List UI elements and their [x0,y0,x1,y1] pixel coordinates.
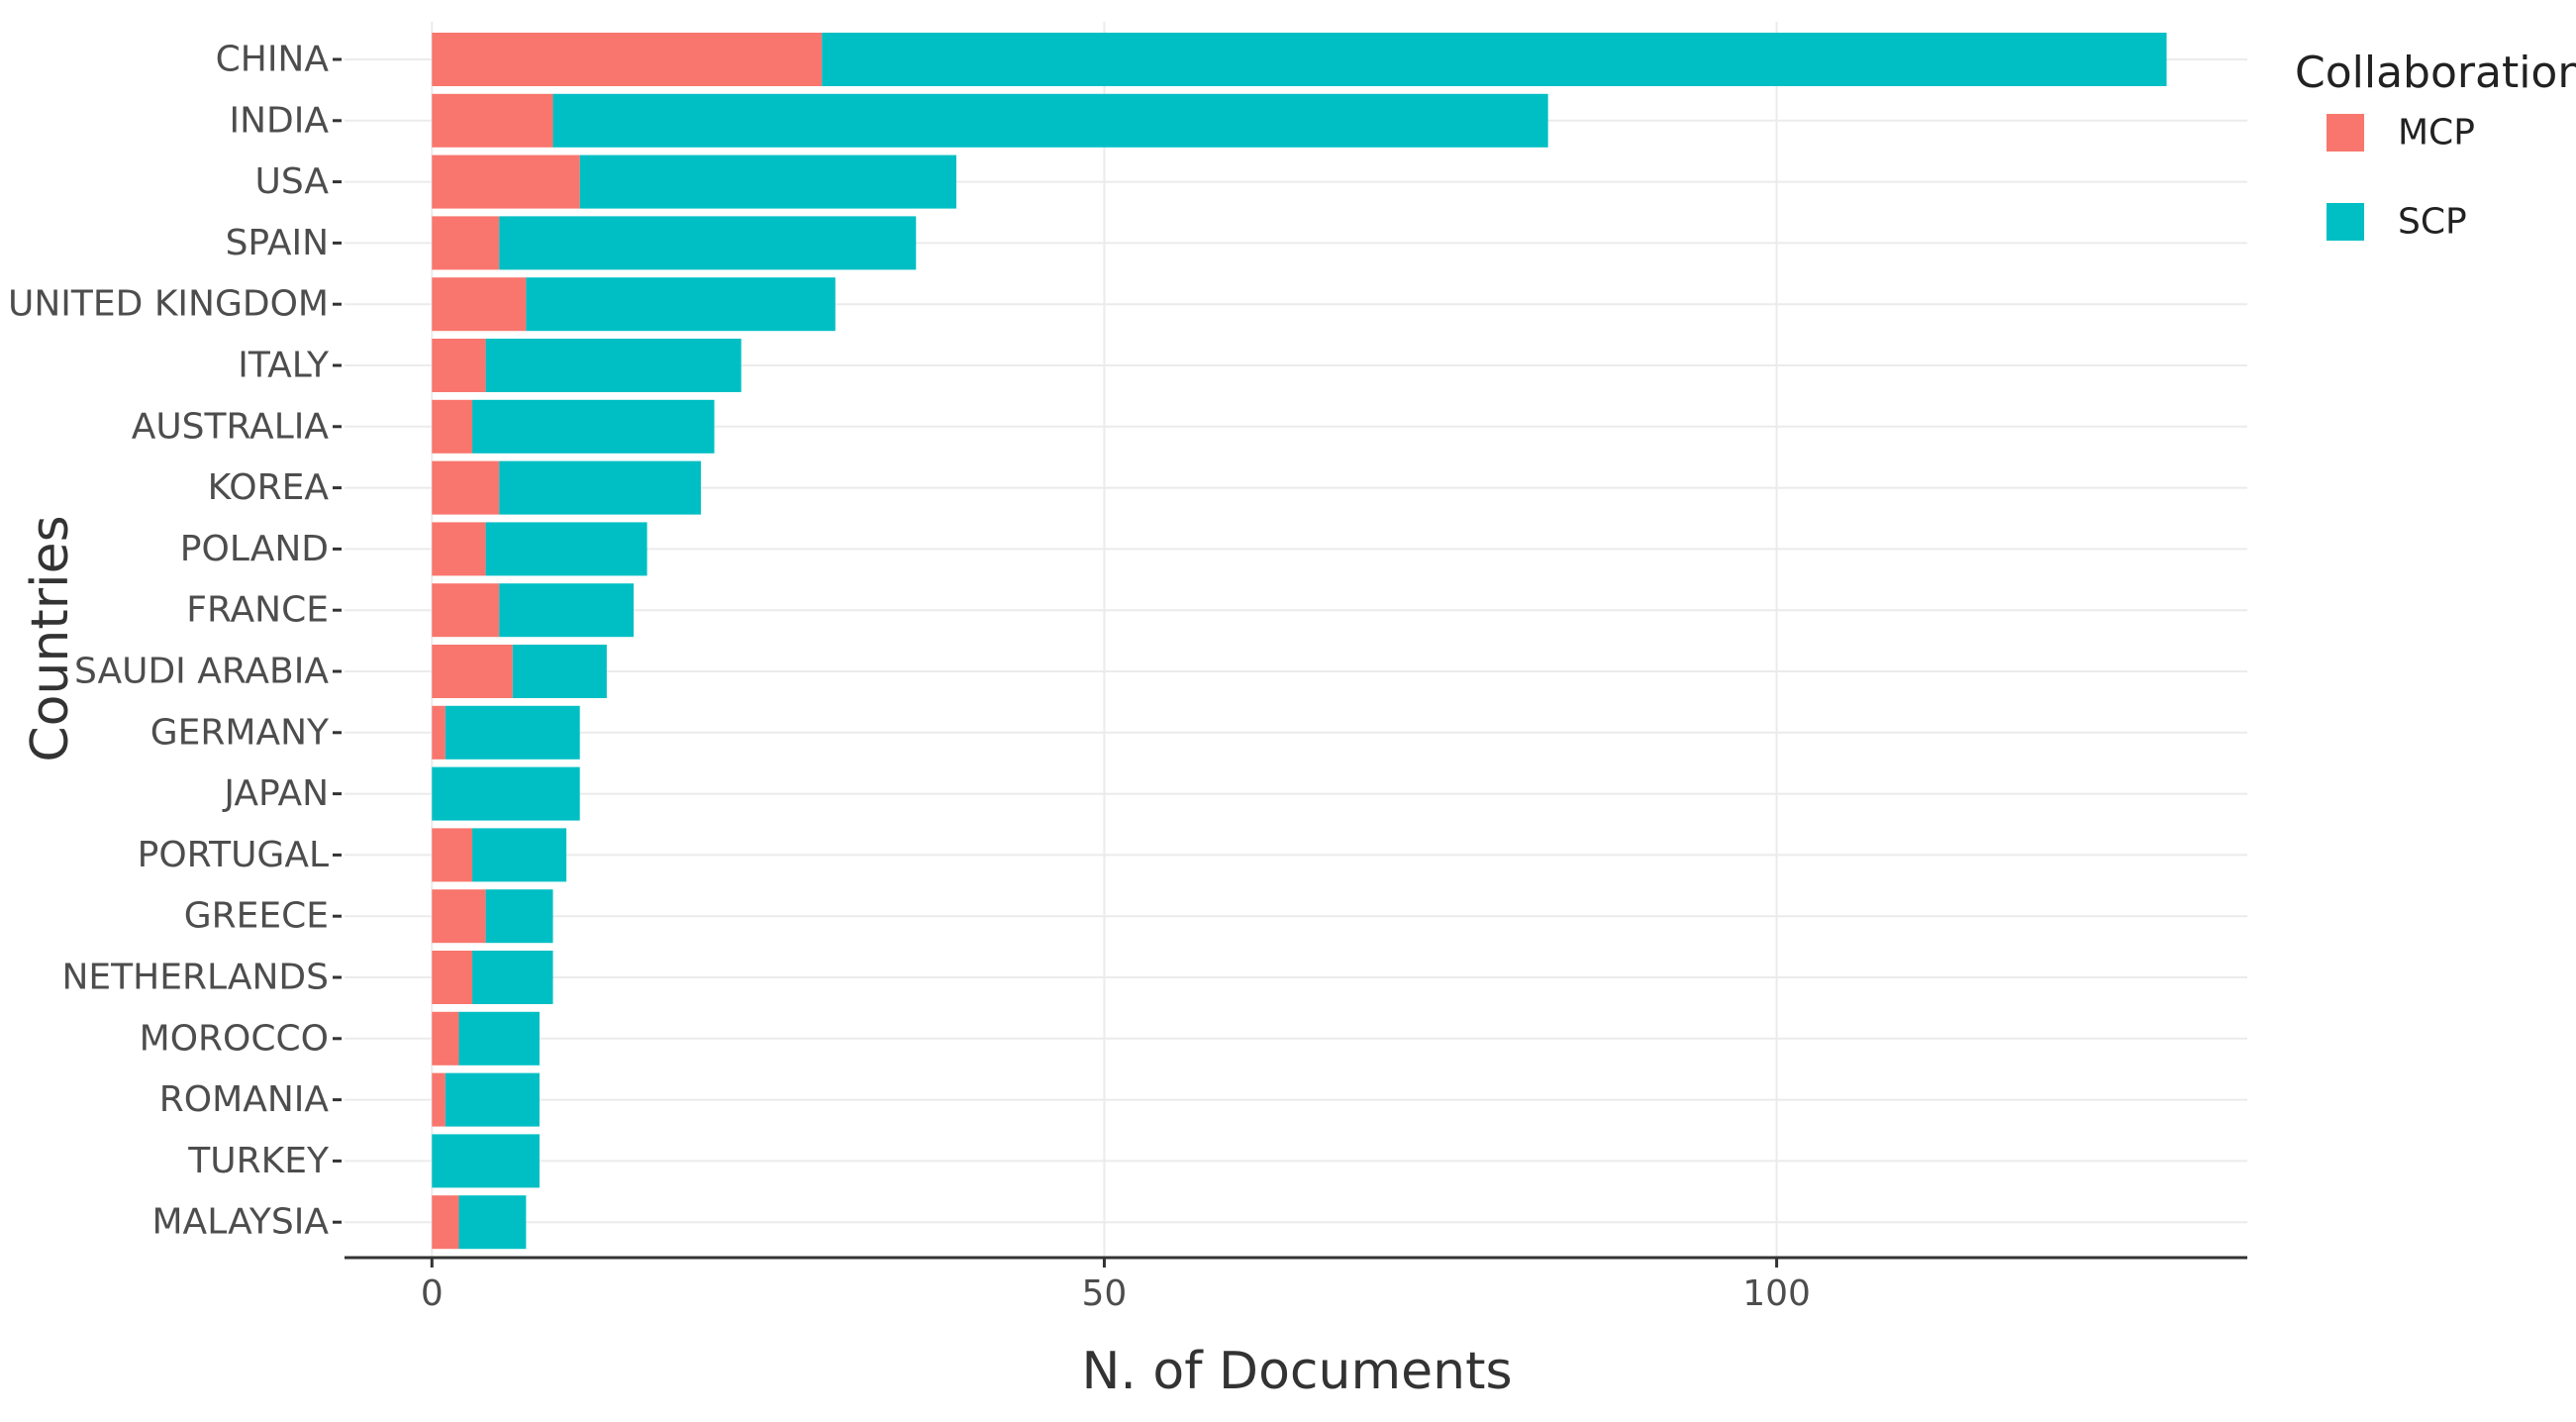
y-tick-label: KOREA [208,467,330,508]
y-tick-label: ITALY [238,346,330,386]
y-axis-title: Countries [21,515,80,762]
bar-mcp-morocco [432,1011,459,1066]
y-tick-label: USA [255,161,330,202]
bar-mcp-germany [432,705,446,760]
x-tick-labels: 0 50 100 [421,1258,1811,1314]
y-tick-label: PORTUGAL [138,835,329,875]
bar-scp-greece [485,889,553,944]
bar-scp-korea [499,460,701,515]
bar-mcp-korea [432,460,500,515]
x-axis-title: N. of Documents [1081,1342,1512,1401]
bar-scp-india [552,93,1548,148]
bar-mcp-malaysia [432,1195,459,1250]
bar-scp-germany [445,705,580,760]
bars-layer [432,33,2167,1250]
bar-mcp-greece [432,889,486,944]
bar-mcp-australia [432,399,473,454]
y-tick-label: MOROCCO [140,1018,329,1059]
legend-items: MCP SCP [2327,113,2475,243]
bar-mcp-portugal [432,828,473,882]
y-tick-label: JAPAN [222,773,329,814]
legend-label-mcp: MCP [2398,113,2475,153]
y-tick-label: UNITED KINGDOM [8,284,329,325]
y-tick-label: MALAYSIA [152,1202,330,1243]
bar-mcp-india [432,93,553,148]
bar-scp-poland [485,522,647,576]
bar-mcp-united-kingdom [432,277,527,332]
y-tick-label: POLAND [180,529,329,569]
legend: Collaboration MCP SCP [2295,48,2576,243]
bar-mcp-netherlands [432,951,473,1004]
bar-mcp-spain [432,216,500,270]
bar-scp-portugal [472,828,567,882]
bar-scp-romania [445,1072,540,1127]
y-tick-label: GERMANY [150,712,330,753]
bar-scp-italy [485,339,742,392]
x-tick-label: 50 [1082,1273,1128,1314]
legend-swatch-scp [2327,203,2364,241]
bar-mcp-poland [432,522,486,576]
bar-scp-netherlands [472,951,553,1004]
bar-scp-malaysia [458,1195,527,1250]
bar-scp-united-kingdom [526,277,836,332]
y-tick-label: AUSTRALIA [132,406,330,447]
bar-mcp-romania [432,1072,446,1127]
bar-scp-australia [472,399,715,454]
y-tick-labels: CHINA INDIA USA SPAIN UNITED KINGDOM ITALY AUS… [8,40,342,1243]
y-tick-label: CHINA [216,40,330,80]
bar-scp-japan [432,766,580,821]
y-tick-label: FRANCE [186,590,329,631]
bar-mcp-italy [432,339,486,392]
bar-scp-france [499,583,635,638]
bar-scp-morocco [458,1011,540,1066]
y-tick-label: SAUDI ARABIA [74,652,329,692]
bar-mcp-usa [432,154,580,209]
legend-swatch-mcp [2327,114,2364,152]
bar-mcp-france [432,583,500,638]
legend-label-scp: SCP [2398,202,2467,243]
y-tick-label: TURKEY [187,1141,330,1181]
y-tick-label: ROMANIA [159,1079,330,1120]
bar-scp-spain [499,216,917,270]
bar-mcp-saudi-arabia [432,645,513,698]
bar-scp-china [822,33,2167,86]
y-tick-label: GREECE [184,896,329,937]
bar-scp-saudi-arabia [512,645,607,698]
legend-title: Collaboration [2295,48,2576,98]
y-tick-label: INDIA [229,100,329,141]
bar-scp-usa [579,154,957,209]
bar-mcp-china [432,33,823,86]
x-tick-label: 100 [1742,1273,1811,1314]
y-tick-label: NETHERLANDS [61,958,329,998]
x-tick-label: 0 [421,1273,444,1314]
y-tick-label: SPAIN [226,223,329,263]
bar-scp-turkey [432,1134,540,1188]
